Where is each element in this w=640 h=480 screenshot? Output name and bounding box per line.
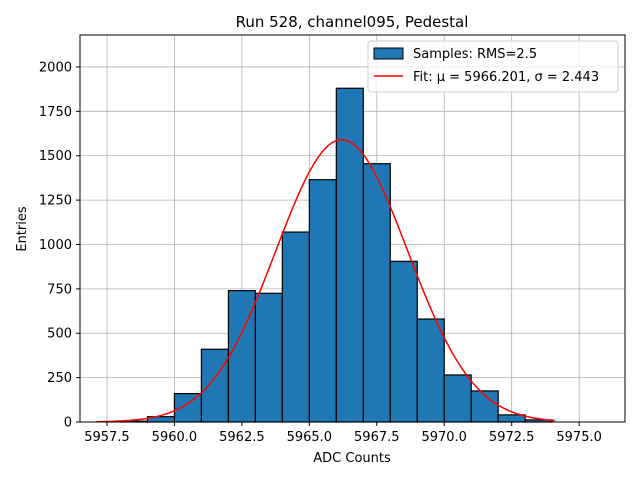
gaussian-fit-curve: [96, 138, 555, 423]
histogram-bar-2: [173, 392, 203, 423]
x-axis-ticks: 5957.5 5960.0 5962.5 5965.0 5967.5 5970.0 5972…: [84, 422, 602, 445]
histogram-bar-6: [281, 231, 310, 423]
x-tick-label-2: 5962.5: [219, 430, 265, 445]
histogram-bar-7: [308, 179, 337, 423]
y-tick-label-6: 1500: [39, 149, 72, 164]
histogram-bar-14: [497, 414, 526, 423]
y-tick-label-7: 1750: [39, 105, 72, 120]
chart-title: Run 528, channel095, Pedestal: [236, 13, 469, 31]
histogram-bar-9: [362, 163, 391, 423]
histogram-bar-5: [254, 292, 283, 423]
y-tick-label-1: 250: [47, 371, 72, 386]
histogram-bar-8: [335, 87, 364, 423]
histogram-bar-11: [416, 318, 445, 423]
histogram-bar-10: [389, 260, 418, 423]
y-tick-label-4: 1000: [39, 238, 72, 253]
legend-patch-samples: [373, 47, 404, 60]
histogram-bar-12: [443, 374, 472, 423]
y-tick-label-5: 1250: [39, 194, 72, 209]
plot-frame: [79, 34, 626, 423]
y-tick-label-0: 0: [64, 416, 72, 431]
legend-label-fit: Fit: μ = 5966.201, σ = 2.443: [413, 70, 599, 85]
y-axis-label: Entries: [15, 206, 30, 252]
y-tick-label-3: 750: [47, 282, 72, 297]
x-axis-label: ADC Counts: [313, 451, 391, 466]
x-tick-label-5: 5970.0: [421, 430, 467, 445]
x-tick-label-3: 5965.0: [287, 430, 333, 445]
x-tick-label-4: 5967.5: [354, 430, 400, 445]
histogram-bar-3: [200, 348, 229, 423]
legend-box: [367, 40, 619, 93]
x-tick-label-7: 5975.0: [556, 430, 602, 445]
x-tick-label-6: 5972.5: [489, 430, 535, 445]
x-tick-label-0: 5957.5: [84, 430, 130, 445]
y-tick-label-8: 2000: [39, 60, 72, 75]
y-tick-label-2: 500: [47, 327, 72, 342]
histogram-bars: [119, 87, 553, 423]
x-tick-label-1: 5960.0: [152, 430, 198, 445]
legend: Samples: RMS=2.5 Fit: μ = 5966.201, σ = …: [367, 40, 619, 93]
y-axis-ticks: 0 250 500 750 1000 1250 1500 1750 2000: [39, 60, 80, 431]
legend-label-samples: Samples: RMS=2.5: [413, 47, 537, 62]
